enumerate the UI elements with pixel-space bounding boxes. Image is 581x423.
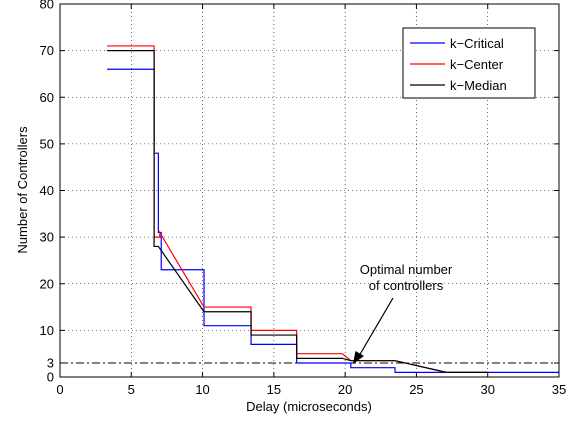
y-tick-label: 3 <box>47 356 54 371</box>
annotation-arrow-head <box>353 351 364 364</box>
legend-label-2: k−Center <box>450 57 504 72</box>
y-tick-label: 30 <box>40 230 54 245</box>
y-tick-label: 10 <box>40 323 54 338</box>
y-tick-label: 80 <box>40 0 54 12</box>
x-tick-label: 25 <box>409 382 423 397</box>
y-tick-label: 20 <box>40 276 54 291</box>
y-tick-label: 50 <box>40 136 54 151</box>
optimal-annotation: Optimal number of controllers <box>353 262 453 364</box>
x-tick-label: 35 <box>552 382 566 397</box>
y-tick-label: 0 <box>47 370 54 385</box>
x-tick-label: 30 <box>480 382 494 397</box>
y-tick-label: 60 <box>40 90 54 105</box>
x-axis-label: Delay (microseconds) <box>246 399 372 414</box>
series-line-3 <box>107 51 488 373</box>
series-line-1 <box>107 69 559 372</box>
annotation-line-1: Optimal number <box>360 262 453 277</box>
x-tick-label: 10 <box>195 382 209 397</box>
x-tick-label: 5 <box>128 382 135 397</box>
x-tick-label: 0 <box>56 382 63 397</box>
legend: k−Critical k−Center k−Median <box>403 28 535 98</box>
annotation-line-2: of controllers <box>369 278 444 293</box>
y-axis-label: Number of Controllers <box>15 126 30 254</box>
y-tick-label: 70 <box>40 43 54 58</box>
annotation-arrow-shaft <box>359 298 393 356</box>
legend-label-3: k−Median <box>450 78 507 93</box>
legend-label-1: k−Critical <box>450 36 504 51</box>
y-tick-label: 40 <box>40 183 54 198</box>
x-tick-label: 20 <box>338 382 352 397</box>
x-tick-label: 15 <box>267 382 281 397</box>
